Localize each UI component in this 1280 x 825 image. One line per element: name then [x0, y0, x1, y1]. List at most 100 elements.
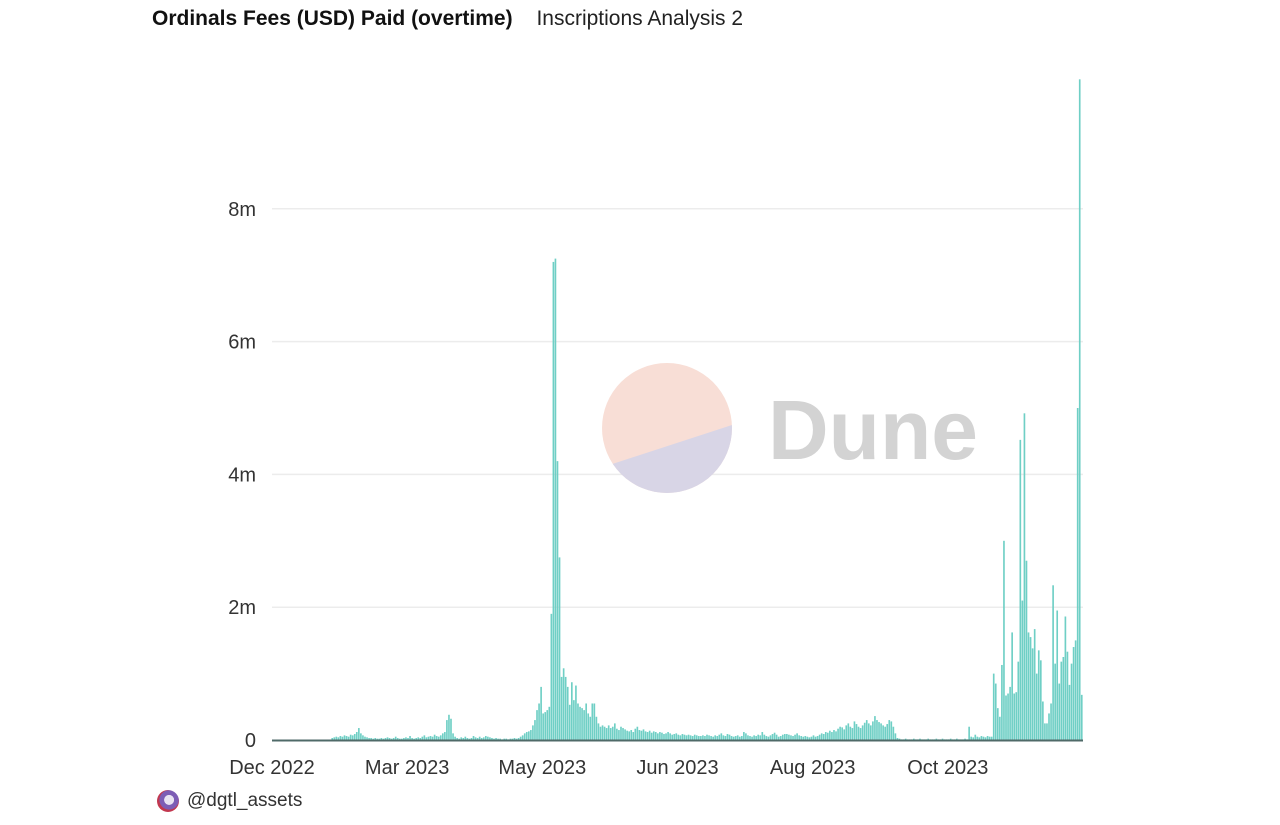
bar: [751, 736, 753, 740]
bar: [812, 735, 815, 740]
bar: [439, 735, 442, 740]
bar: [566, 686, 569, 740]
bar: [1015, 692, 1018, 740]
y-tick-label: 4m: [228, 464, 256, 486]
bar: [681, 734, 684, 740]
bar: [648, 730, 651, 740]
bar: [454, 736, 456, 740]
bar: [353, 734, 356, 740]
bar: [792, 736, 794, 740]
bar: [515, 738, 518, 740]
bar: [448, 714, 450, 740]
bar: [1070, 663, 1073, 740]
bar: [417, 737, 420, 740]
bar: [423, 735, 426, 740]
bar: [956, 738, 958, 740]
bar: [927, 738, 929, 740]
bar: [429, 736, 432, 740]
bar: [886, 724, 889, 740]
bar: [689, 735, 692, 740]
bar: [849, 726, 852, 740]
bar: [700, 736, 702, 740]
bar: [919, 738, 921, 740]
bar: [888, 720, 891, 740]
bar: [532, 725, 534, 740]
bar: [1027, 632, 1030, 740]
x-tick-label: Oct 2023: [907, 757, 988, 779]
bar: [386, 737, 389, 740]
bar: [730, 736, 733, 740]
bar: [835, 731, 837, 740]
bar: [1072, 647, 1075, 740]
bar: [372, 738, 374, 740]
bar: [511, 738, 514, 740]
bar: [605, 728, 608, 740]
bar: [863, 722, 866, 740]
bar: [691, 736, 694, 740]
bar: [392, 738, 395, 740]
bar: [560, 676, 563, 740]
bar: [458, 738, 461, 740]
bar: [464, 736, 467, 740]
bar: [478, 736, 481, 740]
bar: [1001, 664, 1003, 740]
bar: [714, 735, 717, 740]
bar: [706, 734, 708, 740]
bar: [591, 703, 594, 740]
bar: [1019, 439, 1022, 740]
bar: [743, 732, 745, 740]
bar: [839, 726, 841, 740]
bar: [708, 735, 710, 740]
bar: [1033, 629, 1036, 740]
bar: [777, 736, 780, 740]
bar: [571, 682, 573, 740]
bar: [976, 736, 979, 740]
bar: [827, 732, 829, 740]
bar: [679, 735, 682, 740]
bar: [663, 734, 665, 740]
watermark-text: Dune: [768, 383, 978, 477]
bar: [861, 725, 864, 740]
bar: [480, 738, 483, 740]
bar: [769, 735, 772, 740]
bar: [841, 727, 843, 740]
bar: [347, 736, 350, 740]
bar: [382, 738, 385, 740]
bar: [628, 731, 630, 740]
bar: [1050, 703, 1052, 740]
bar: [398, 738, 401, 740]
bar: [388, 738, 391, 740]
bar: [771, 734, 774, 740]
bar: [677, 734, 680, 740]
bar: [581, 708, 583, 740]
bar: [683, 734, 686, 740]
chart-title-text: Ordinals Fees (USD) Paid (overtime): [152, 7, 513, 30]
bar: [468, 738, 471, 740]
bar: [1017, 661, 1020, 740]
bar: [833, 730, 835, 740]
author-handle[interactable]: @dgtl_assets: [187, 790, 303, 811]
bar: [1021, 600, 1024, 740]
bar: [726, 734, 729, 740]
bar: [1068, 684, 1071, 740]
bar: [474, 737, 477, 740]
bar: [806, 736, 809, 740]
bar: [1009, 686, 1011, 740]
y-tick-label: 8m: [228, 199, 256, 221]
bar: [437, 736, 440, 740]
bar: [847, 723, 850, 740]
author-credit[interactable]: @dgtl_assets: [157, 790, 302, 812]
x-tick-label: Jun 2023: [636, 757, 718, 779]
bar: [1005, 695, 1007, 740]
bar: [390, 738, 393, 740]
bar: [378, 738, 381, 740]
bar: [773, 732, 776, 740]
bar: [859, 728, 862, 740]
bar: [790, 735, 792, 740]
bar: [462, 738, 465, 740]
bar: [415, 738, 418, 740]
bar: [358, 728, 360, 740]
bar: [1039, 660, 1042, 740]
bar: [497, 738, 499, 740]
bar: [450, 718, 452, 740]
